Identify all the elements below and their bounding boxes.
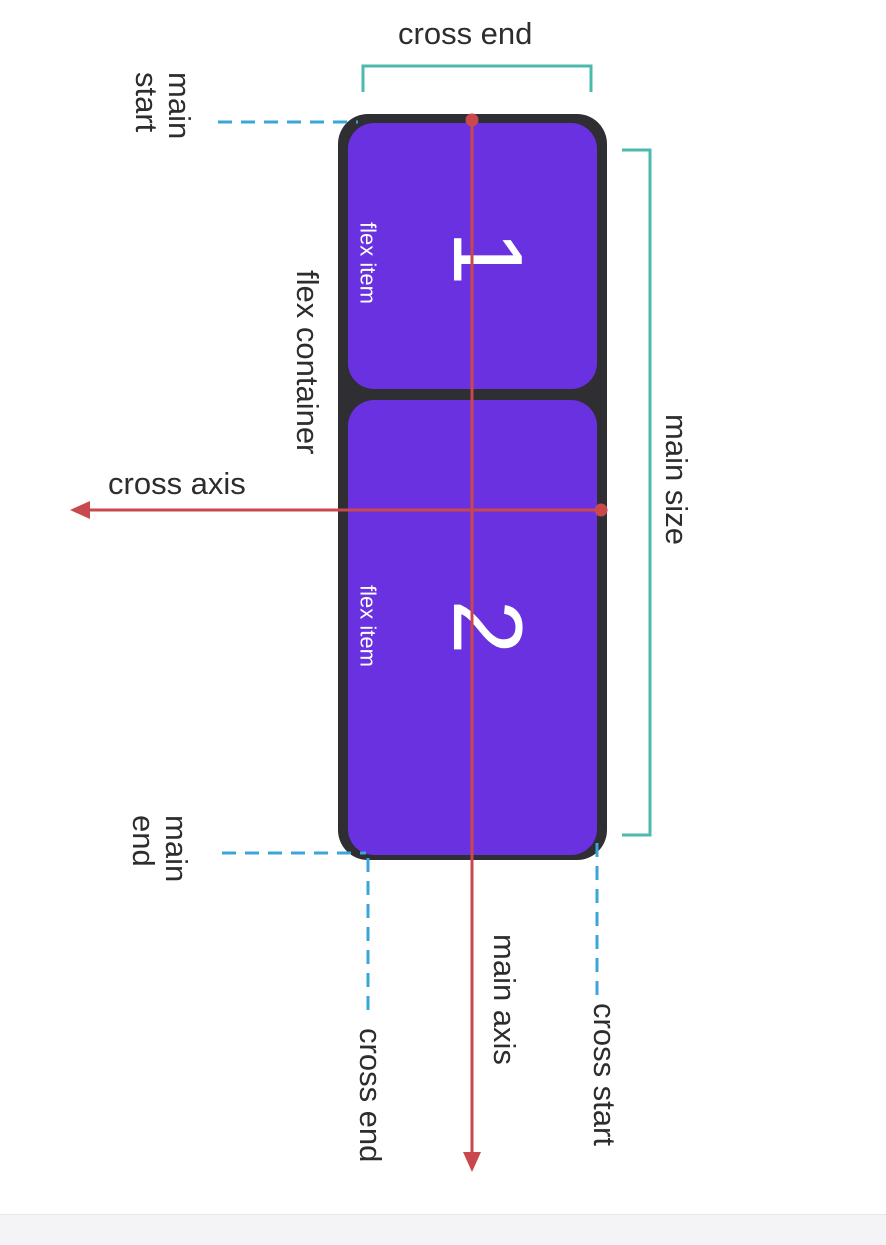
cross-end-bottom-label: cross end <box>353 1028 388 1163</box>
flex-item-1-label: flex item <box>356 222 381 304</box>
main-start-label: main start <box>129 72 197 140</box>
main-axis-label: main axis <box>487 934 522 1065</box>
main-size-label: main size <box>659 414 694 545</box>
cross-axis-origin <box>594 503 608 517</box>
bottom-edge-strip <box>0 1214 886 1245</box>
flex-container-label: flex container <box>290 270 325 455</box>
cross-start-label: cross start <box>587 1003 622 1146</box>
main-end-label: main end <box>126 815 194 883</box>
flex-item-1-number: 1 <box>433 231 543 286</box>
flex-item-2-number: 2 <box>433 600 543 655</box>
cross-end-bracket <box>361 64 593 92</box>
flex-item-2-label: flex item <box>356 585 381 667</box>
main-axis-arrowhead <box>463 1152 481 1172</box>
cross-axis-arrowhead <box>70 501 90 519</box>
cross-end-top-label: cross end <box>398 16 533 51</box>
main-size-bracket <box>622 148 652 837</box>
main-axis-origin <box>465 113 479 127</box>
cross-axis-label: cross axis <box>108 466 246 501</box>
